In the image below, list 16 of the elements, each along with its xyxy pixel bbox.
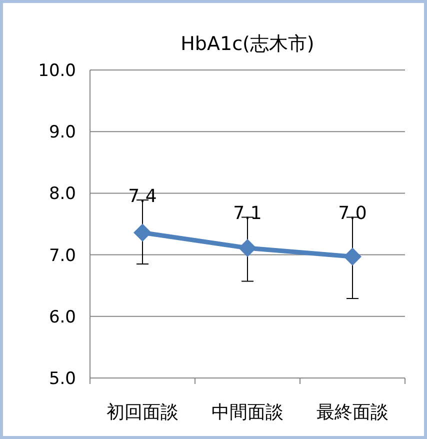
x-tick-label: 中間面談 [212,402,284,423]
x-tick-label: 最終面談 [316,402,388,423]
y-tick-label: 10.0 [38,61,76,81]
data-label: 7.1 [233,203,262,224]
chart-title: HbA1c(志木市) [180,33,314,55]
y-tick-label: 6.0 [48,307,76,328]
data-label: 7.0 [338,203,367,224]
x-tick-label: 初回面談 [106,402,178,423]
y-tick-label: 7.0 [48,246,76,266]
y-tick-label: 5.0 [48,369,76,389]
y-tick-label: 8.0 [48,184,76,204]
point [134,224,152,242]
point [238,239,256,258]
y-tick-label: 9.0 [48,122,76,143]
data-label: 7.4 [128,186,157,207]
point [344,248,362,266]
